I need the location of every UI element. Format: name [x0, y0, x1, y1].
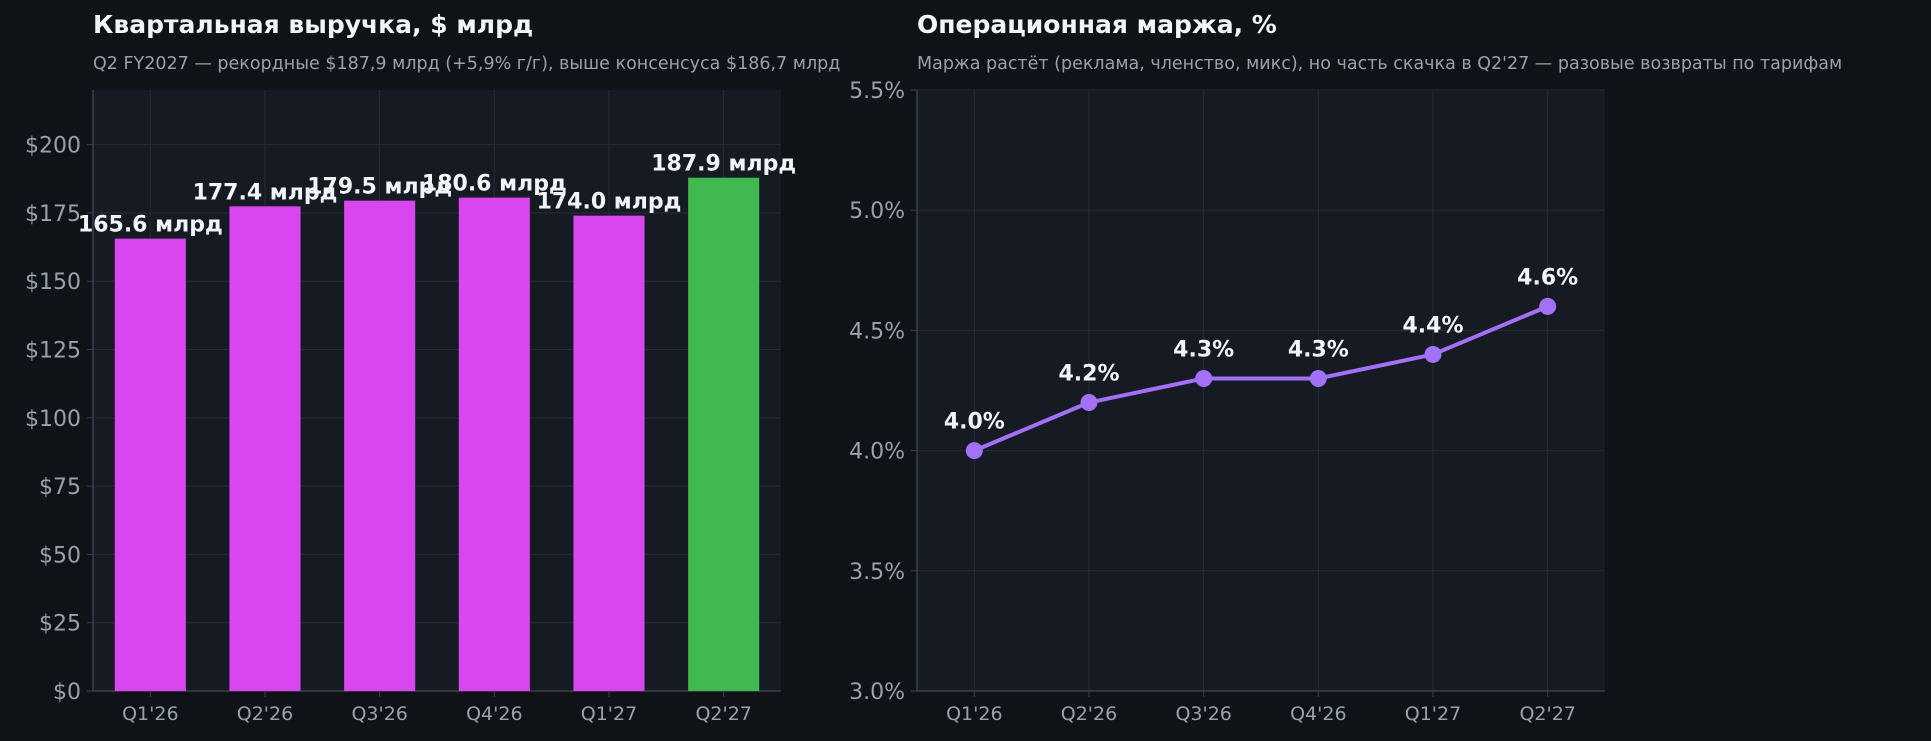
bar-value-label: 179.5 млрд	[307, 175, 452, 200]
bar-value-label: 187.9 млрд	[651, 152, 796, 177]
y-tick-label: $125	[25, 339, 81, 364]
x-tick-label: Q3'26	[351, 703, 407, 725]
bar	[344, 200, 416, 691]
data-point	[1309, 369, 1327, 387]
revenue-chart-subtitle: Q2 FY2027 — рекордные $187,9 млрд (+5,9%…	[93, 54, 841, 74]
x-tick-label: Q1'27	[1405, 703, 1461, 725]
x-tick-label: Q2'26	[237, 703, 293, 725]
y-tick-label: 4.5%	[849, 319, 905, 344]
data-point	[1539, 297, 1557, 315]
x-tick-label: Q1'27	[581, 703, 637, 725]
y-tick-label: 4.0%	[849, 440, 905, 465]
x-tick-label: Q1'26	[122, 703, 178, 725]
point-value-label: 4.3%	[1288, 337, 1349, 362]
y-tick-label: $0	[53, 680, 81, 705]
x-tick-label: Q2'27	[1519, 703, 1575, 725]
x-tick-label: Q2'27	[695, 703, 751, 725]
y-tick-label: $75	[39, 475, 81, 500]
y-tick-label: $200	[25, 134, 81, 159]
y-tick-label: $50	[39, 543, 81, 568]
y-tick-label: 3.0%	[849, 680, 905, 705]
plot-area	[917, 90, 1605, 691]
series-line	[973, 304, 1549, 453]
y-tick-label: 5.5%	[849, 79, 905, 104]
x-tick-label: Q1'26	[946, 703, 1002, 725]
bar	[573, 215, 645, 691]
margin-chart-subtitle: Маржа растёт (реклама, членство, микс), …	[917, 54, 1843, 74]
y-tick-label: $150	[25, 270, 81, 295]
y-tick-label: 5.0%	[849, 199, 905, 224]
x-tick-label: Q4'26	[1290, 703, 1346, 725]
revenue-chart-title: Квартальная выручка, $ млрд	[93, 10, 534, 39]
plot-area	[93, 90, 781, 691]
data-point	[1424, 345, 1442, 363]
x-tick-label: Q3'26	[1175, 703, 1231, 725]
bar-value-label: 177.4 млрд	[193, 180, 338, 205]
bar-value-label: 174.0 млрд	[537, 190, 682, 215]
y-tick-label: $100	[25, 407, 81, 432]
x-tick-label: Q4'26	[466, 703, 522, 725]
x-tick-label: Q2'26	[1061, 703, 1117, 725]
bar	[114, 238, 186, 692]
y-tick-label: $175	[25, 202, 81, 227]
point-value-label: 4.0%	[944, 410, 1005, 435]
bar	[688, 177, 760, 692]
point-value-label: 4.6%	[1517, 265, 1578, 290]
bar-value-label: 180.6 млрд	[422, 172, 567, 197]
point-value-label: 4.3%	[1173, 337, 1234, 362]
revenue-chart: $0 $25 $50 $75 $100 $125 $150 $175 $200 Q1'26 Q2'2…	[25, 90, 796, 725]
data-point	[1080, 394, 1098, 412]
margin-chart-title: Операционная маржа, %	[917, 10, 1277, 39]
bar	[458, 197, 530, 691]
data-point	[965, 442, 983, 460]
point-value-label: 4.4%	[1402, 313, 1463, 338]
y-tick-label: $25	[39, 612, 81, 637]
data-point	[1195, 369, 1213, 387]
margin-chart: 3.0% 3.5% 4.0% 4.5% 5.0% 5.5% Q1'26 Q2'26 Q3'26 Q…	[849, 79, 1605, 725]
point-value-label: 4.2%	[1058, 362, 1119, 387]
y-tick-label: 3.5%	[849, 560, 905, 585]
bar	[229, 206, 301, 691]
bar-value-label: 165.6 млрд	[78, 213, 223, 238]
